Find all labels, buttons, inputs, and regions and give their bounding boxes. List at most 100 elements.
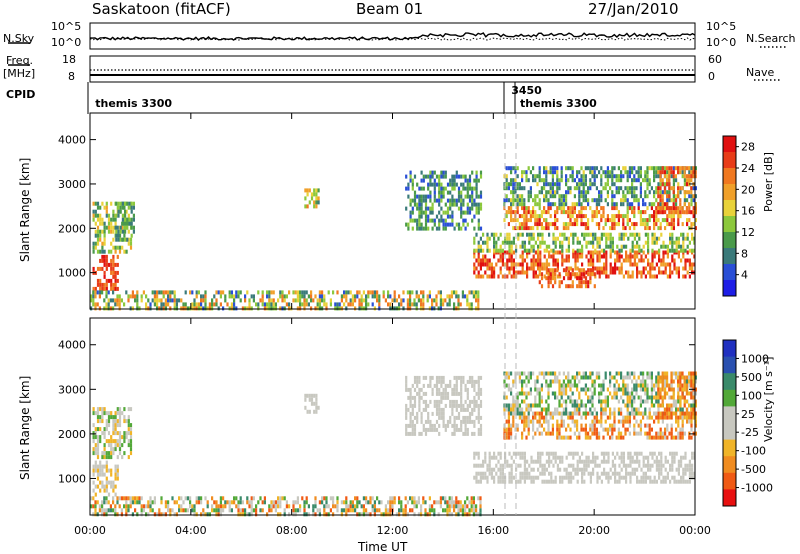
power-cell (110, 229, 113, 234)
power-cell (471, 198, 474, 203)
power-cell (580, 222, 583, 227)
velocity-cell (499, 479, 502, 484)
velocity-cell (602, 399, 605, 404)
power-cell (438, 222, 441, 227)
power-cell (428, 306, 431, 311)
power-cell (468, 182, 472, 187)
power-cell (123, 302, 126, 307)
velocity-cell (121, 455, 124, 460)
power-cell (671, 244, 674, 249)
velocity-cell (482, 463, 485, 468)
power-cell (631, 210, 634, 215)
power-cell (672, 198, 675, 203)
power-cell (572, 248, 575, 253)
velocity-cell (512, 407, 515, 412)
power-cell (573, 202, 576, 207)
power-cell (677, 190, 680, 195)
power-cell (521, 202, 524, 207)
velocity-cell (354, 508, 357, 513)
power-cell (626, 210, 629, 215)
power-cell (444, 222, 447, 227)
velocity-cell (497, 479, 500, 484)
velocity-cell (605, 451, 608, 456)
velocity-cell (571, 399, 574, 404)
velocity-cell (464, 512, 467, 517)
power-cell (573, 194, 576, 199)
power-cell (501, 274, 504, 279)
power-cell (633, 262, 636, 267)
velocity-cell (510, 407, 513, 412)
power-cell (584, 178, 587, 183)
power-cell (620, 174, 623, 179)
power-cell (637, 198, 640, 203)
power-cell (266, 306, 269, 311)
power-cell (584, 166, 587, 171)
power-cell (684, 236, 687, 241)
velocity-cell (400, 508, 403, 513)
power-cell (658, 270, 661, 275)
power-cell (283, 306, 286, 311)
power-cell (584, 284, 588, 289)
power-cell (587, 272, 590, 277)
velocity-cell (277, 504, 280, 509)
velocity-cell (178, 508, 181, 513)
velocity-cell (451, 423, 454, 428)
power-cell (635, 198, 638, 203)
power-cell (195, 294, 198, 299)
power-cell (584, 174, 587, 179)
velocity-cell (624, 375, 627, 380)
velocity-cell (191, 504, 194, 509)
velocity-cell (532, 419, 535, 424)
velocity-cell (567, 435, 570, 440)
velocity-cell (501, 475, 504, 480)
power-cell (620, 262, 623, 267)
power-cell (317, 188, 320, 193)
power-cell (468, 194, 472, 199)
power-cell (479, 236, 482, 241)
velocity-cell (405, 387, 408, 392)
power-cell (105, 209, 108, 214)
power-cell (118, 306, 121, 311)
power-cell (495, 232, 498, 237)
velocity-cell (457, 427, 461, 432)
power-cell (130, 221, 133, 226)
power-cell (305, 302, 308, 307)
power-cell (94, 306, 97, 311)
power-cell (475, 274, 478, 279)
power-cell (127, 294, 130, 299)
velocity-cell (540, 387, 543, 392)
velocity-cell (457, 415, 461, 420)
power-cell (672, 210, 675, 215)
power-cell (530, 236, 533, 241)
power-cell (110, 262, 113, 267)
power-cell (450, 294, 453, 299)
power-cell (422, 290, 425, 295)
velocity-cell (107, 451, 111, 456)
velocity-cell (614, 479, 617, 484)
velocity-cell (672, 435, 675, 440)
velocity-cell (618, 455, 621, 460)
velocity-cell (556, 407, 559, 412)
power-cell (510, 258, 513, 263)
power-cell (283, 298, 286, 303)
power-cell (164, 306, 167, 311)
velocity-cell (475, 512, 478, 517)
velocity-cell (468, 379, 472, 384)
power-cell (313, 188, 316, 193)
velocity-cell (499, 475, 502, 480)
power-cell (101, 254, 104, 259)
velocity-cell (411, 419, 414, 424)
velocity-cell (508, 463, 511, 468)
power-cell (512, 258, 515, 263)
power-cell (107, 306, 110, 311)
power-cell (504, 250, 507, 255)
velocity-cell (507, 407, 510, 412)
power-cell (578, 190, 581, 195)
power-cell (308, 200, 311, 205)
velocity-cell (558, 371, 561, 376)
velocity-cell (475, 475, 478, 480)
power-cell (464, 178, 467, 183)
power-cell (112, 266, 115, 271)
power-cell (694, 174, 697, 179)
power-cell (655, 210, 658, 215)
